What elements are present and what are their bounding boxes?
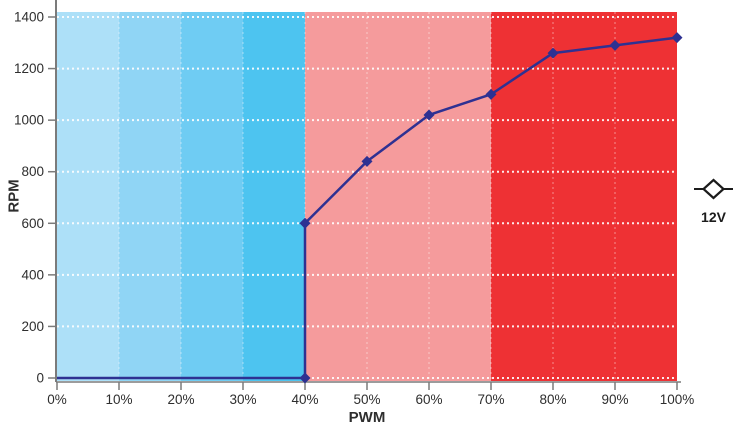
y-tick-label-400: 400 [21,267,44,282]
band-10-20 [119,12,181,381]
x-tick-label-20: 20% [167,392,194,407]
x-tick-label-30: 30% [229,392,256,407]
x-tick-label-100: 100% [660,392,695,407]
data-point-12v-80-1260 [547,47,559,59]
x-tick-label-60: 60% [415,392,442,407]
data-point-12v-50-840 [361,155,373,167]
data-point-12v-100-1320 [671,32,683,44]
x-tick-label-70: 70% [477,392,504,407]
data-point-12v-70-1100 [485,88,497,100]
x-tick-label-90: 90% [601,392,628,407]
y-tick-label-600: 600 [21,216,44,231]
y-tick-label-800: 800 [21,164,44,179]
x-tick-label-50: 50% [353,392,380,407]
x-tick-label-80: 80% [539,392,566,407]
data-point-12v-90-1290 [609,39,621,51]
y-tick-label-1000: 1000 [14,113,44,128]
x-axis-title: PWM [348,409,386,426]
band-20-30 [181,12,243,381]
x-tick-label-40: 40% [291,392,318,407]
legend-12v-marker-icon [694,178,733,200]
band-40-70 [305,12,491,381]
legend: 12V [694,175,733,225]
data-point-12v-40-600 [299,217,311,229]
y-tick-label-1400: 1400 [14,10,44,25]
data-point-12v-60-1020 [423,109,435,121]
legend-label-12v: 12V [701,209,726,225]
y-axis-title: RPM [5,179,23,213]
band-0-10 [57,12,119,381]
data-point-12v-40-0 [299,372,311,384]
y-tick-label-1200: 1200 [14,61,44,76]
x-tick-label-0: 0% [47,392,67,407]
band-30-40 [243,12,305,381]
y-tick-label-200: 200 [21,319,44,334]
x-tick-label-10: 10% [105,392,132,407]
y-tick-label-0: 0 [36,371,44,386]
